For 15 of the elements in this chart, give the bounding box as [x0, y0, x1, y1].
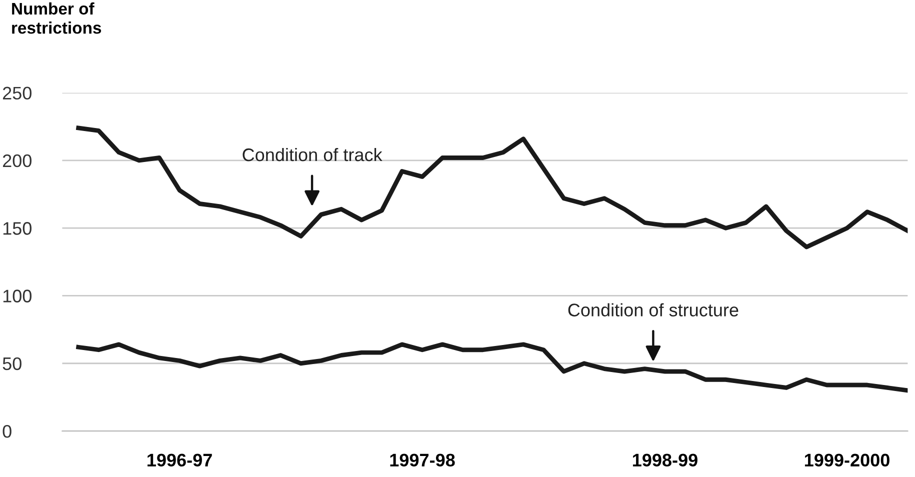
line-series: [76, 126, 908, 250]
x-tick-label: 1996-97: [148, 454, 212, 466]
y-tick-label: 250: [2, 86, 32, 100]
y-tick-label: 200: [2, 154, 32, 168]
y-tick-label: 100: [3, 290, 32, 302]
line-series: [76, 342, 908, 393]
x-tick-label: 1999-2000: [804, 454, 890, 466]
x-tick-label: 1998-99: [632, 454, 698, 466]
y-axis-title: Number of restrictions: [12, 2, 102, 34]
annotation: Condition of structure: [568, 303, 738, 316]
y-tick-label: 50: [2, 357, 22, 370]
y-tick-label: 150: [3, 222, 32, 235]
annotation: Condition of track: [242, 148, 382, 162]
x-tick-label: 1997-98: [390, 454, 455, 466]
y-tick-label: 0: [2, 424, 12, 438]
